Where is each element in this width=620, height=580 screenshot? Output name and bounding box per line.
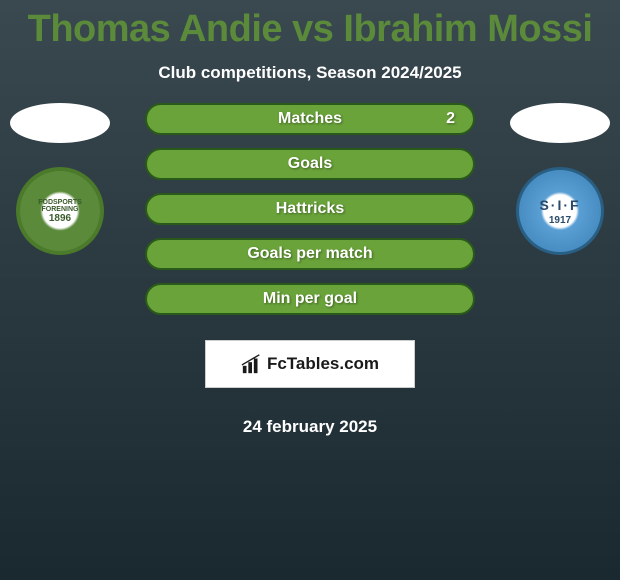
comparison-container: FODSPORTS FORENING 1896 Matches 2 Goals … [0,83,620,437]
fctables-logo: FcTables.com [205,340,415,388]
stat-value-right: 2 [446,110,455,128]
badge-left-text2: FORENING [42,206,79,213]
page-title: Thomas Andie vs Ibrahim Mossi [0,0,620,51]
stat-row-goals-per-match: Goals per match [145,238,475,270]
club-badge-right: S·I·F 1917 [516,167,604,255]
player-photo-right [510,103,610,143]
badge-left-text1: FODSPORTS [38,199,82,206]
stat-row-hattricks: Hattricks [145,193,475,225]
stat-row-matches: Matches 2 [145,103,475,135]
left-player-column: FODSPORTS FORENING 1896 [10,103,110,255]
stats-column: Matches 2 Goals Hattricks Goals per matc… [110,103,510,437]
stat-label: Goals per match [247,245,372,263]
badge-left-year: 1896 [49,213,71,224]
subtitle: Club competitions, Season 2024/2025 [0,63,620,83]
stat-row-goals: Goals [145,148,475,180]
stat-label: Min per goal [263,290,357,308]
badge-right-year: 1917 [549,215,571,226]
stat-label: Goals [288,155,332,173]
bar-chart-icon [241,353,263,375]
stat-label: Hattricks [276,200,344,218]
right-player-column: S·I·F 1917 [510,103,610,255]
stat-row-min-per-goal: Min per goal [145,283,475,315]
player-photo-left [10,103,110,143]
date-text: 24 february 2025 [243,417,377,437]
badge-right-letters: S·I·F [539,197,580,213]
stat-label: Matches [278,110,342,128]
club-badge-left: FODSPORTS FORENING 1896 [16,167,104,255]
logo-text: FcTables.com [267,354,379,374]
